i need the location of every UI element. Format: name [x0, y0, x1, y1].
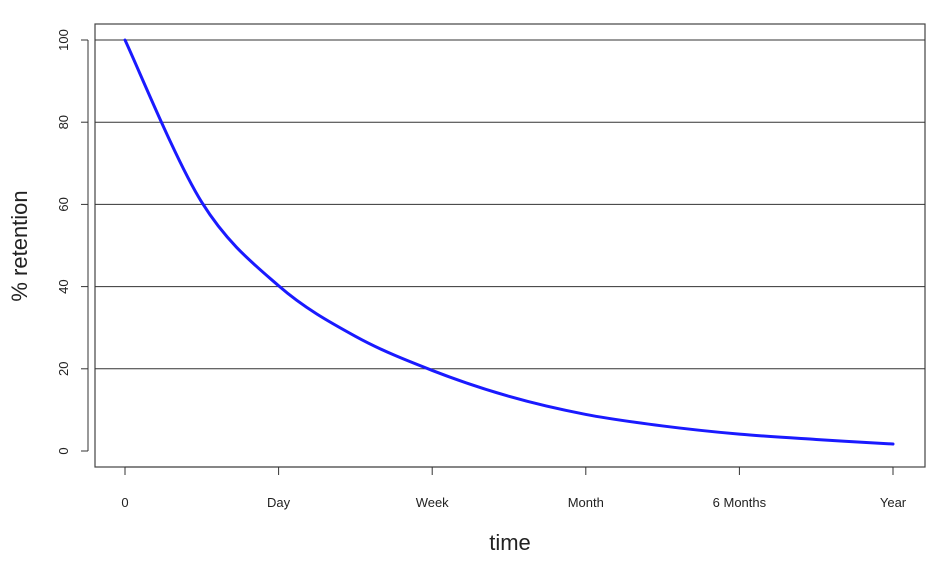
x-tick-label: 6 Months: [713, 495, 767, 510]
x-tick-label: Month: [568, 495, 604, 510]
y-tick-label: 20: [56, 362, 71, 376]
x-tick-label: 0: [121, 495, 128, 510]
y-tick-label: 60: [56, 197, 71, 211]
plot-frame: [94, 23, 926, 468]
y-tick-label: 0: [56, 447, 71, 454]
series-layer: [123, 38, 895, 446]
x-axis-title: time: [489, 530, 531, 555]
x-tick-label: Year: [880, 495, 907, 510]
y-tick-label: 40: [56, 279, 71, 293]
x-tick-label: Day: [267, 495, 291, 510]
y-axis-title: % retention: [7, 190, 32, 301]
y-tick-label: 100: [56, 29, 71, 51]
x-axis: 0 Day Week Month 6 Months Year: [121, 466, 907, 510]
x-tick-label: Week: [416, 495, 449, 510]
y-tick-label: 80: [56, 115, 71, 129]
retention-curve: [123, 38, 895, 446]
grid-lines: [95, 39, 925, 370]
y-axis: 0 20 40 60 80 100: [56, 29, 89, 455]
